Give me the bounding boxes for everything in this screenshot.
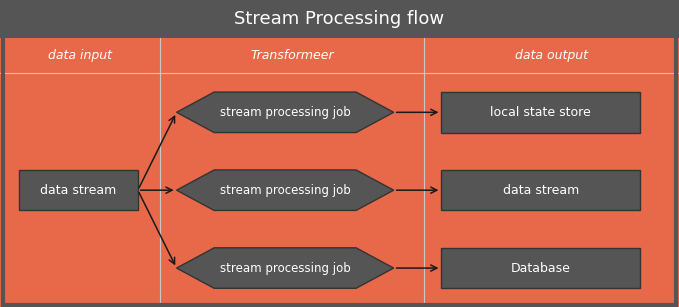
Text: data output: data output xyxy=(515,49,588,62)
Text: Transformeer: Transformeer xyxy=(250,49,334,62)
Bar xyxy=(441,248,640,288)
Bar xyxy=(0,38,679,73)
Text: stream processing job: stream processing job xyxy=(220,106,350,119)
Text: stream processing job: stream processing job xyxy=(220,184,350,197)
Text: data input: data input xyxy=(48,49,112,62)
Polygon shape xyxy=(177,248,394,288)
Text: Database: Database xyxy=(511,262,570,274)
Polygon shape xyxy=(177,92,394,133)
Text: stream processing job: stream processing job xyxy=(220,262,350,274)
Bar xyxy=(441,92,640,133)
Text: local state store: local state store xyxy=(490,106,591,119)
Bar xyxy=(0,73,679,307)
Polygon shape xyxy=(177,170,394,210)
Text: Stream Processing flow: Stream Processing flow xyxy=(234,10,445,28)
Bar xyxy=(441,170,640,210)
Bar xyxy=(0,0,679,38)
Text: data stream: data stream xyxy=(502,184,579,197)
Bar xyxy=(19,170,138,210)
Text: data stream: data stream xyxy=(40,184,117,197)
